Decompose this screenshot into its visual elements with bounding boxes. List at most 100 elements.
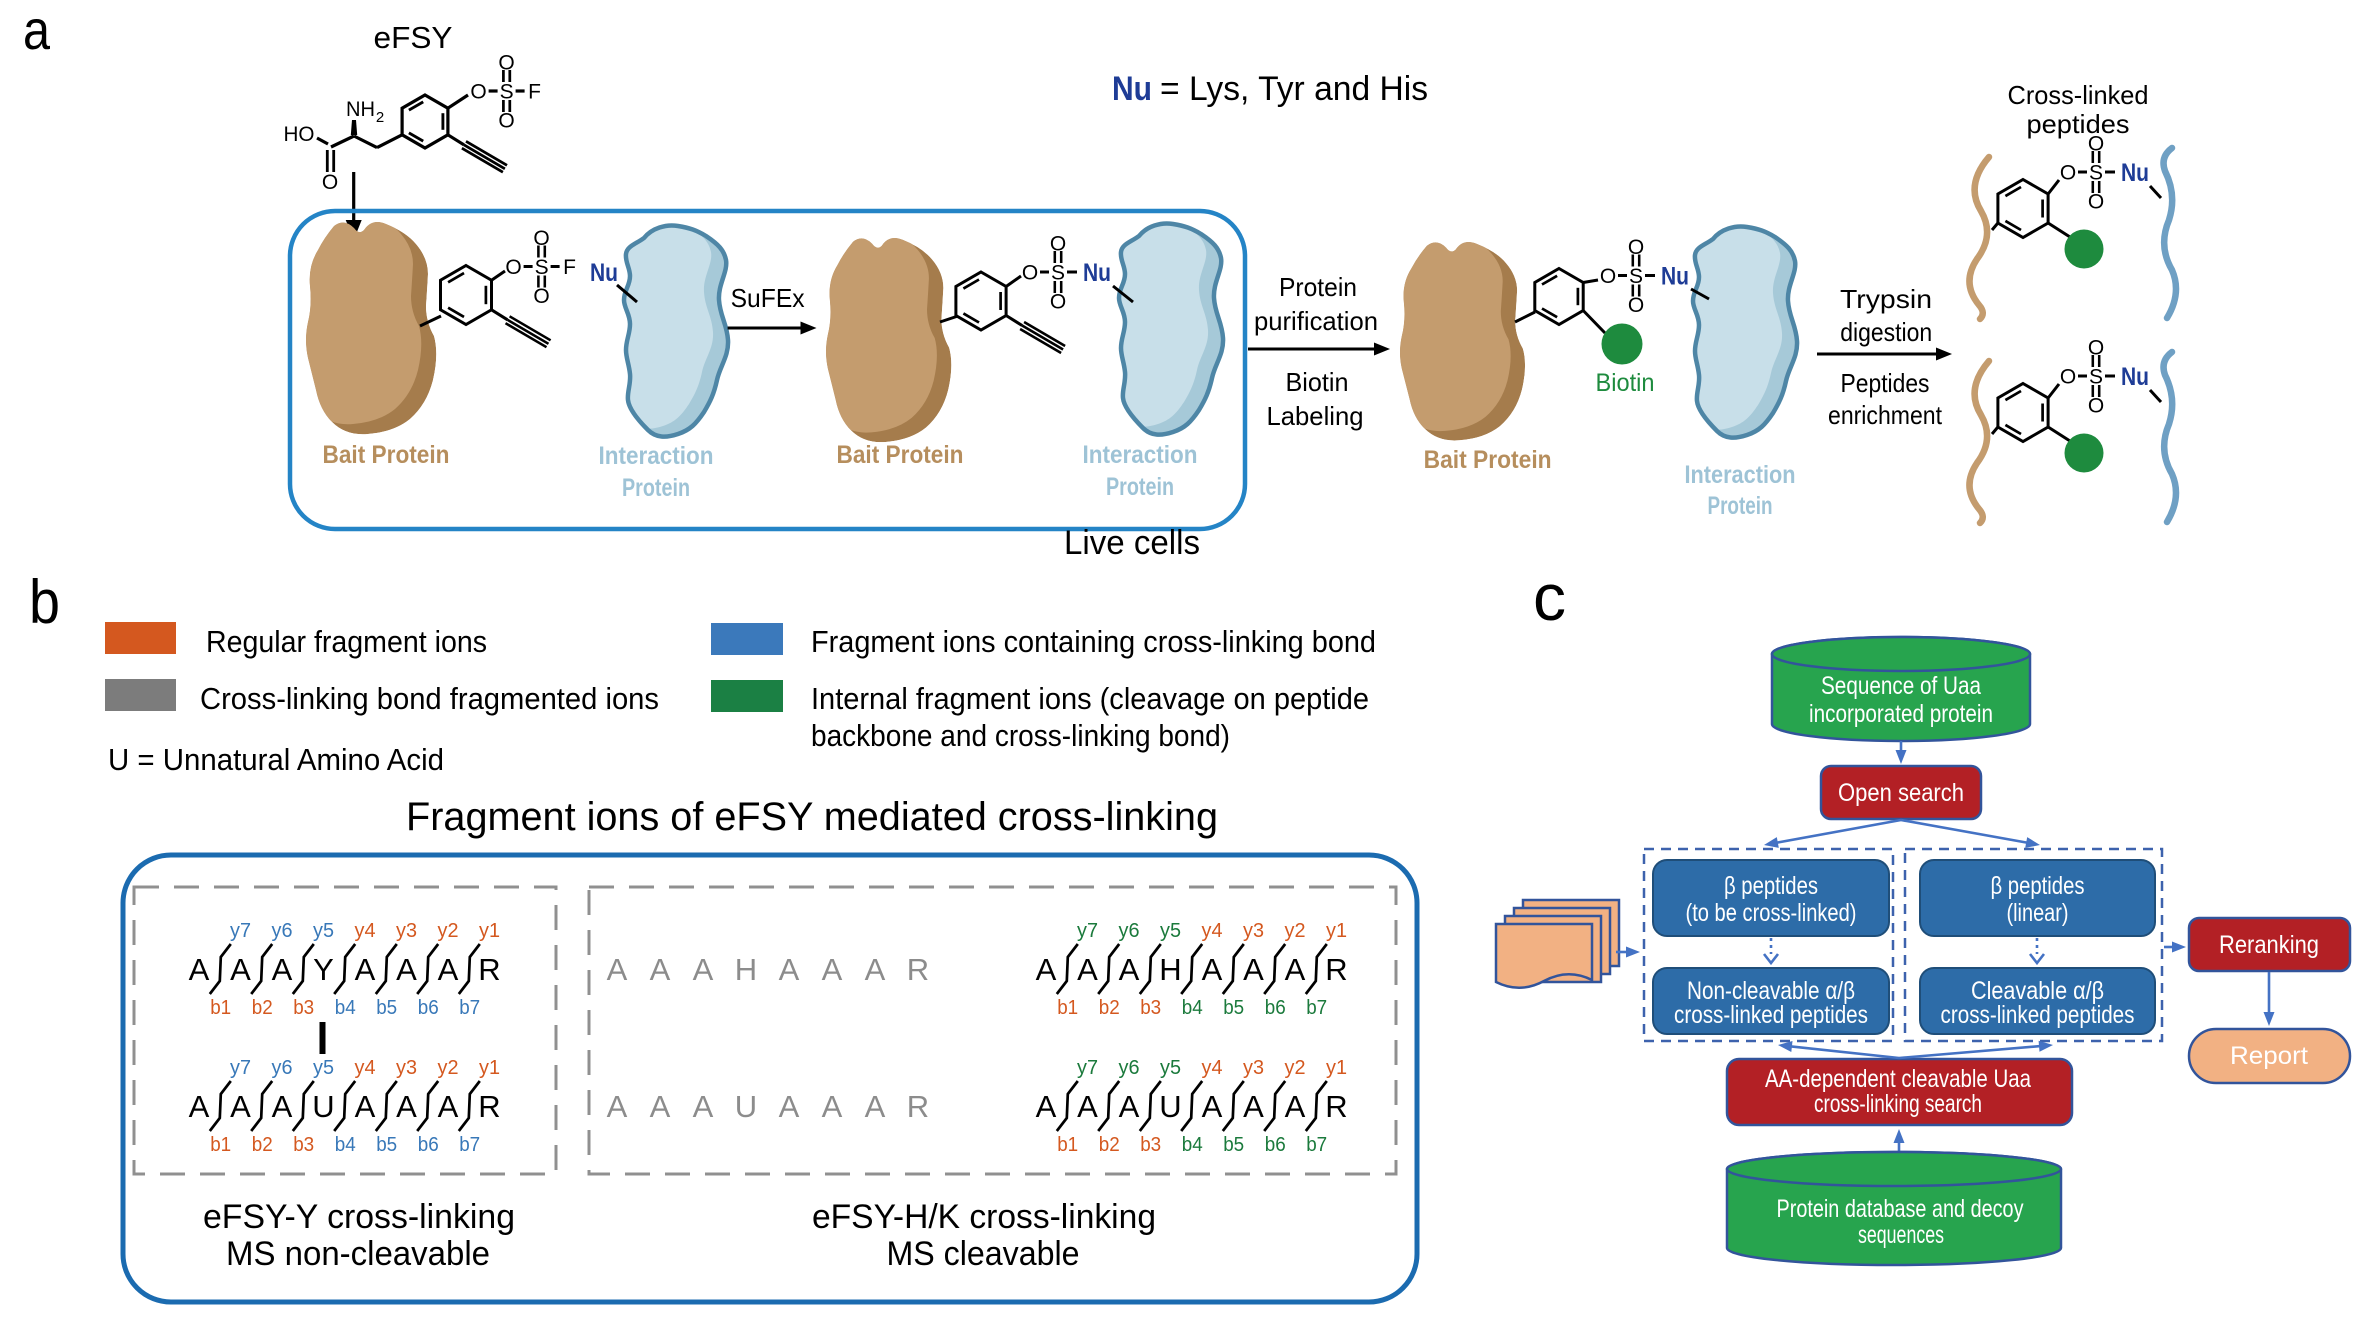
svg-text:O: O [1022, 262, 1038, 285]
svg-text:Trypsin: Trypsin [1840, 284, 1932, 314]
svg-text:R: R [478, 952, 500, 987]
svg-text:O: O [505, 256, 521, 279]
svg-text:Nu: Nu [1083, 259, 1111, 287]
svg-text:A: A [1202, 1089, 1223, 1124]
svg-text:Regular fragment ions: Regular fragment ions [206, 624, 487, 659]
svg-text:cross-linking search: cross-linking search [1814, 1090, 1982, 1118]
svg-text:R: R [907, 1089, 929, 1124]
svg-text:A: A [230, 952, 251, 987]
svg-text:A: A [230, 1089, 251, 1124]
svg-text:A: A [865, 1089, 886, 1124]
svg-text:A: A [438, 1089, 459, 1124]
svg-text:b3: b3 [293, 1134, 314, 1156]
svg-text:a: a [23, 0, 51, 61]
svg-text:b1: b1 [210, 997, 231, 1019]
svg-text:eFSY: eFSY [374, 20, 453, 55]
svg-text:A: A [1036, 952, 1057, 987]
svg-text:O: O [2088, 395, 2104, 418]
svg-text:b2: b2 [1099, 1134, 1120, 1156]
svg-text:Nu: Nu [1661, 263, 1689, 291]
svg-text:b4: b4 [335, 1134, 356, 1156]
svg-text:Interaction: Interaction [1083, 441, 1198, 469]
svg-text:y5: y5 [313, 1057, 334, 1079]
svg-text:Interaction: Interaction [599, 442, 714, 470]
svg-text:U: U [312, 1089, 334, 1124]
svg-text:y1: y1 [479, 1057, 500, 1079]
svg-text:O: O [2060, 366, 2076, 389]
svg-text:O: O [1050, 233, 1066, 256]
svg-text:y5: y5 [313, 920, 334, 942]
svg-text:S: S [1629, 265, 1643, 288]
svg-text:A: A [1285, 952, 1306, 987]
svg-text:A: A [865, 952, 886, 987]
svg-text:A: A [355, 1089, 376, 1124]
svg-text:b6: b6 [418, 1134, 439, 1156]
svg-text:O: O [1050, 291, 1066, 314]
svg-text:A: A [779, 952, 800, 987]
svg-text:A: A [779, 1089, 800, 1124]
svg-text:Nu: Nu [2121, 159, 2149, 187]
svg-text:y6: y6 [272, 920, 293, 942]
svg-text:H: H [735, 952, 757, 987]
svg-text:S: S [500, 81, 514, 104]
svg-text:y7: y7 [1077, 920, 1098, 942]
svg-text:b5: b5 [376, 1134, 397, 1156]
svg-text:Nu: Nu [2121, 363, 2149, 391]
svg-text:b7: b7 [459, 997, 480, 1019]
svg-text:Cross-linked: Cross-linked [2008, 80, 2149, 110]
svg-text:A: A [1077, 952, 1098, 987]
svg-text:y2: y2 [438, 1057, 459, 1079]
svg-text:R: R [907, 952, 929, 987]
svg-text:O: O [2088, 191, 2104, 214]
svg-text:y1: y1 [1326, 920, 1347, 942]
svg-text:Nu: Nu [590, 259, 618, 287]
svg-text:y4: y4 [1202, 920, 1223, 942]
svg-text:Protein database and decoy: Protein database and decoy [1777, 1195, 2024, 1223]
svg-text:c: c [1533, 560, 1566, 634]
svg-text:b2: b2 [1099, 997, 1120, 1019]
svg-text:Biotin: Biotin [1286, 367, 1349, 397]
svg-text:(linear): (linear) [2007, 899, 2069, 927]
svg-text:Cross-linking bond fragmented: Cross-linking bond fragmented ions [200, 681, 659, 716]
svg-text:O: O [2088, 337, 2104, 360]
svg-text:y4: y4 [355, 920, 376, 942]
svg-text:NH: NH [346, 98, 375, 121]
svg-text:A: A [396, 1089, 417, 1124]
svg-text:y3: y3 [396, 920, 417, 942]
svg-text:y1: y1 [479, 920, 500, 942]
svg-text:A: A [189, 952, 210, 987]
svg-text:Interaction: Interaction [1685, 461, 1796, 489]
svg-text:O: O [498, 110, 514, 133]
svg-text:O: O [533, 227, 549, 250]
svg-text:Open search: Open search [1838, 779, 1964, 807]
svg-text:Fragment ions containing cross: Fragment ions containing cross-linking b… [811, 624, 1376, 659]
svg-text:Reranking: Reranking [2219, 931, 2319, 959]
svg-text:A: A [396, 952, 417, 987]
svg-text:b4: b4 [335, 997, 356, 1019]
svg-text:b7: b7 [459, 1134, 480, 1156]
svg-text:Labeling: Labeling [1267, 401, 1364, 431]
svg-text:U: U [1159, 1089, 1181, 1124]
svg-text:Nu: Nu [1112, 70, 1152, 108]
svg-text:= Lys, Tyr and His: = Lys, Tyr and His [1160, 70, 1428, 108]
svg-text:A: A [1285, 1089, 1306, 1124]
svg-text:y1: y1 [1326, 1057, 1347, 1079]
svg-text:Protein: Protein [1106, 473, 1174, 501]
svg-text:Bait Protein: Bait Protein [837, 441, 964, 469]
svg-text:A: A [650, 952, 671, 987]
svg-text:A: A [693, 1089, 714, 1124]
svg-text:F: F [528, 81, 541, 104]
svg-text:Y: Y [313, 952, 334, 987]
svg-text:A: A [650, 1089, 671, 1124]
svg-text:y4: y4 [1202, 1057, 1223, 1079]
svg-text:A: A [822, 952, 843, 987]
svg-text:O: O [1600, 265, 1616, 288]
svg-text:b7: b7 [1306, 997, 1327, 1019]
svg-text:SuFEx: SuFEx [731, 283, 805, 313]
svg-text:A: A [607, 1089, 628, 1124]
svg-text:y7: y7 [230, 1057, 251, 1079]
svg-text:b6: b6 [1265, 997, 1286, 1019]
svg-text:purification: purification [1254, 306, 1378, 336]
svg-text:O: O [1628, 236, 1644, 259]
svg-text:A: A [1077, 1089, 1098, 1124]
